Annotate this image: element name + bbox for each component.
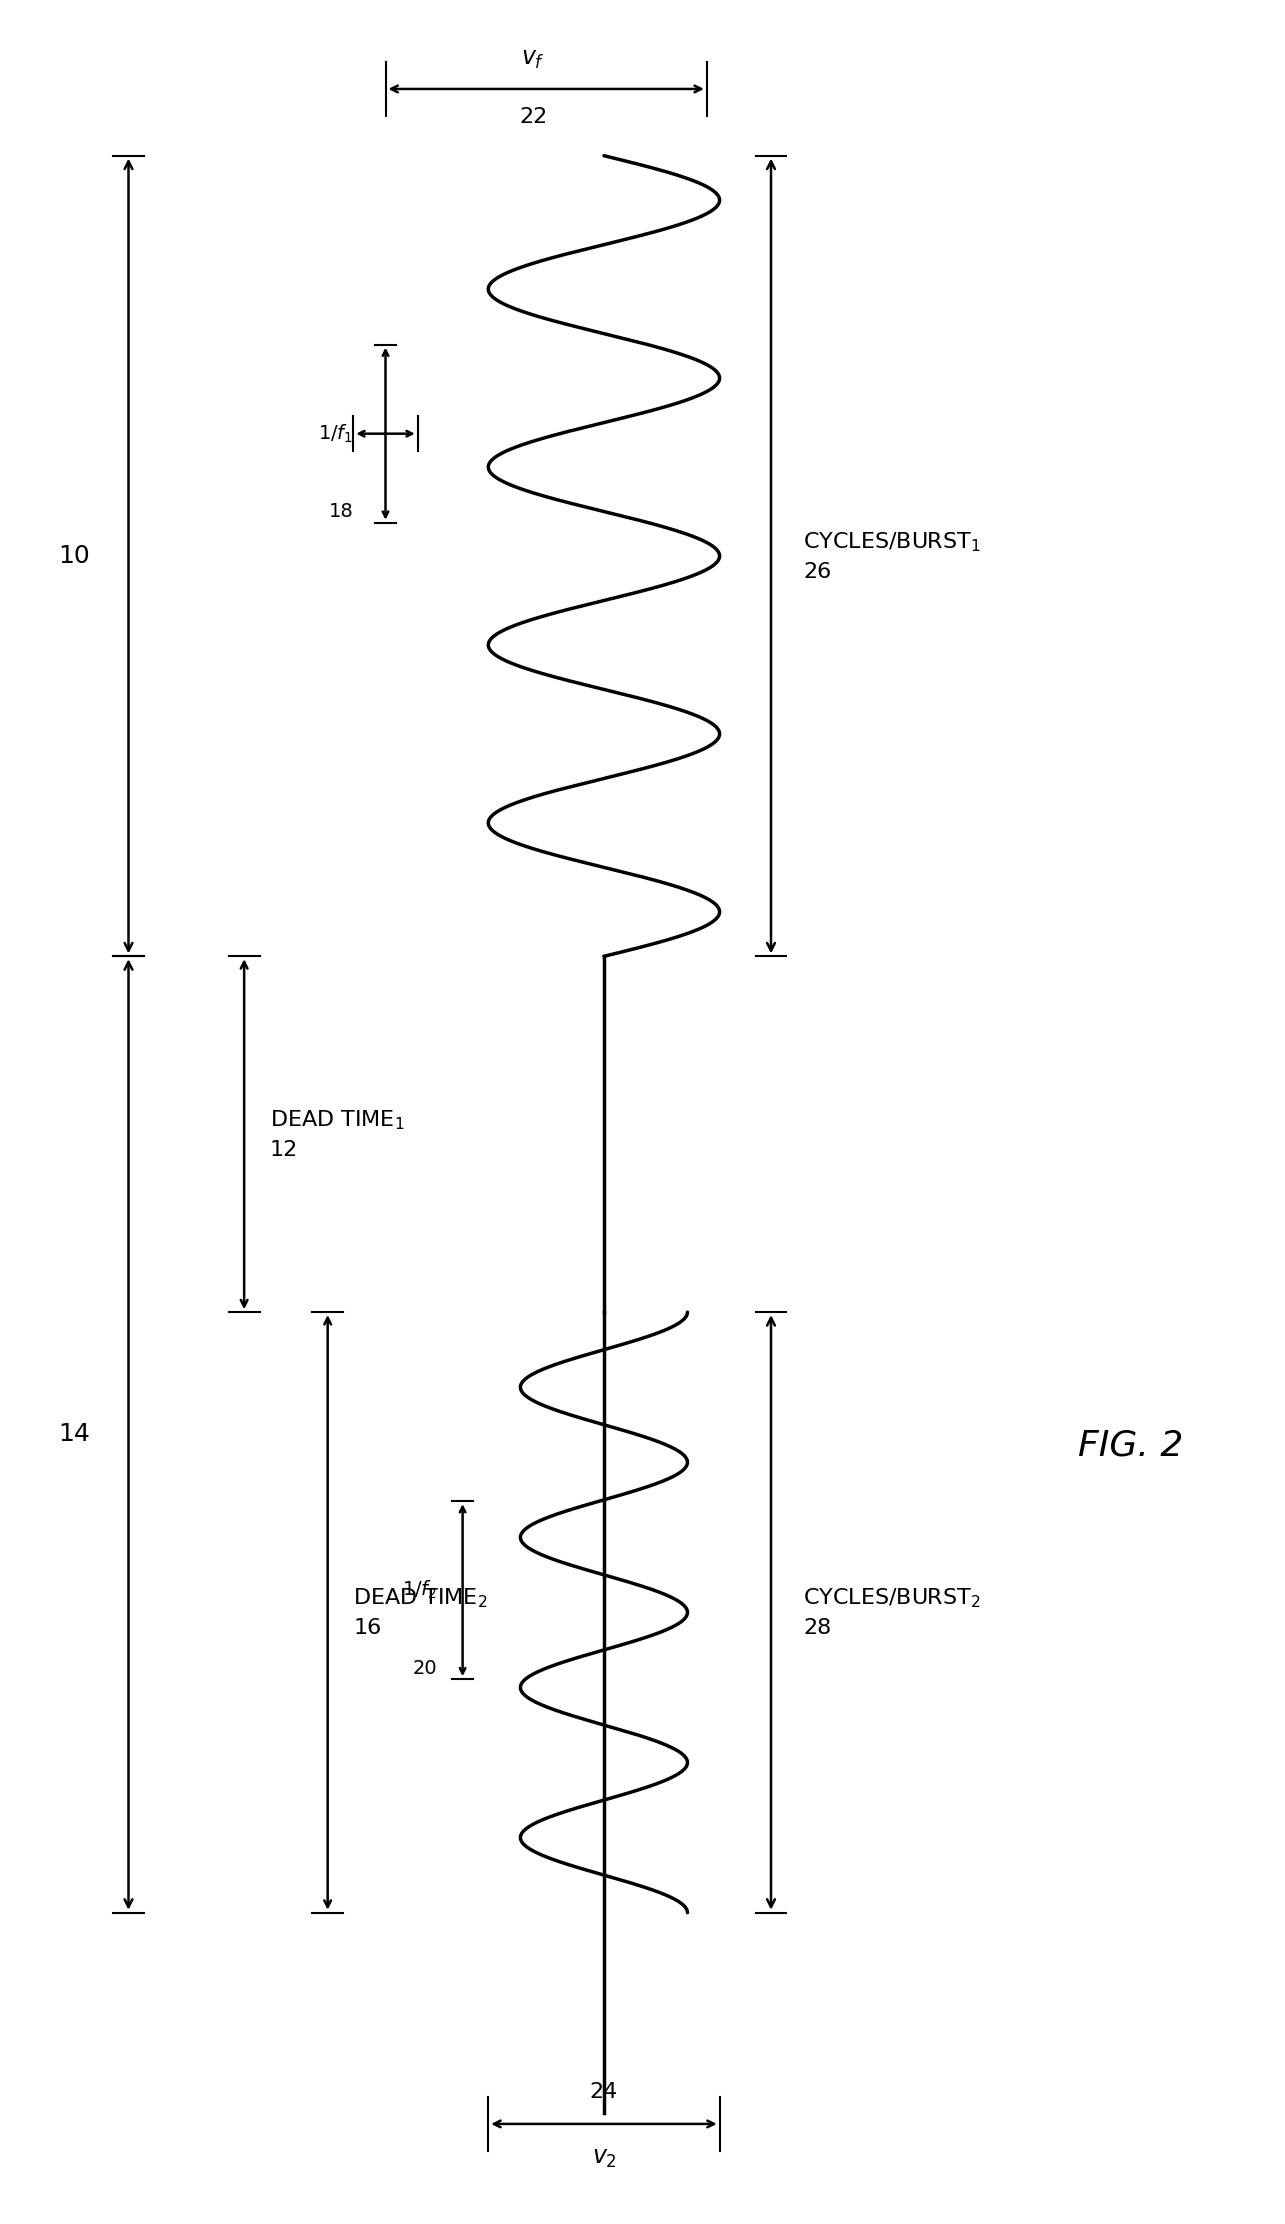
Text: $v_2$: $v_2$ bbox=[591, 2146, 617, 2171]
Text: DEAD TIME$_1$
12: DEAD TIME$_1$ 12 bbox=[270, 1108, 405, 1161]
Text: $v_f$: $v_f$ bbox=[522, 47, 545, 71]
Text: 24: 24 bbox=[590, 2082, 618, 2102]
Text: CYCLES/BURST$_1$
26: CYCLES/BURST$_1$ 26 bbox=[803, 529, 980, 583]
Text: $1/f_1$: $1/f_1$ bbox=[319, 423, 353, 445]
Text: FIG. 2: FIG. 2 bbox=[1078, 1428, 1183, 1463]
Text: DEAD TIME$_2$
16: DEAD TIME$_2$ 16 bbox=[353, 1586, 488, 1639]
Text: CYCLES/BURST$_2$
28: CYCLES/BURST$_2$ 28 bbox=[803, 1586, 980, 1639]
Text: 18: 18 bbox=[329, 503, 353, 520]
Text: $1/f_2$: $1/f_2$ bbox=[402, 1579, 437, 1601]
Text: 14: 14 bbox=[58, 1423, 90, 1446]
Text: 20: 20 bbox=[412, 1659, 437, 1677]
Text: 10: 10 bbox=[58, 545, 90, 567]
Text: 22: 22 bbox=[519, 107, 547, 127]
